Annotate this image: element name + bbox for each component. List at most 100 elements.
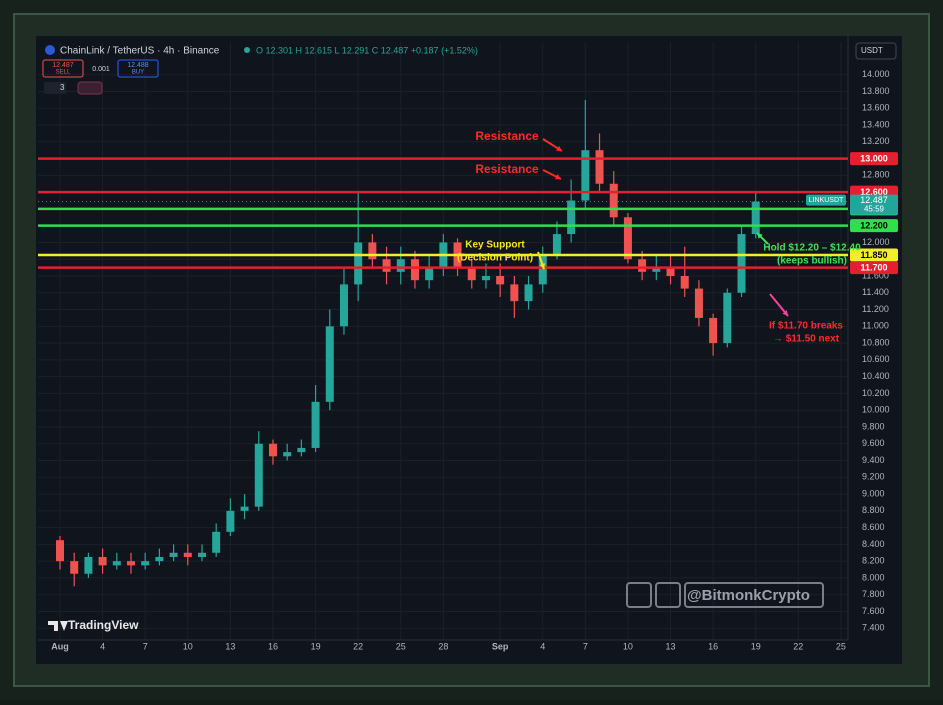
annotation: (Decision Point) xyxy=(457,253,533,264)
y-tick-label: 12.800 xyxy=(862,170,890,180)
last-price-label: 12.487 xyxy=(860,195,888,205)
candle-body xyxy=(666,267,675,276)
level-label: 11.700 xyxy=(860,262,887,272)
y-tick-label: 11.400 xyxy=(862,287,889,297)
candle-body xyxy=(240,506,249,511)
candle-body xyxy=(524,284,533,302)
x-tick-label: 16 xyxy=(268,641,278,651)
arrow-head xyxy=(555,174,561,180)
arrow-head xyxy=(556,145,562,151)
watermark-icon xyxy=(655,582,681,608)
y-tick-label: 8.600 xyxy=(862,522,885,532)
x-tick-label: 10 xyxy=(623,641,633,651)
brand: TradingView xyxy=(68,618,139,632)
y-tick-label: 8.800 xyxy=(862,505,885,515)
candle-body xyxy=(126,561,135,566)
candle-body xyxy=(538,255,547,285)
x-tick-label: 7 xyxy=(583,641,588,651)
annotation: Resistance xyxy=(475,129,539,143)
brand-logo xyxy=(48,621,68,631)
x-tick-label: 4 xyxy=(540,641,545,651)
candle-body xyxy=(552,234,561,256)
y-tick-label: 10.600 xyxy=(862,354,890,364)
candle-body xyxy=(56,540,65,562)
candle-body xyxy=(169,552,178,557)
y-tick-label: 10.200 xyxy=(862,388,890,398)
candle-body xyxy=(496,276,505,285)
candle-body xyxy=(751,201,760,235)
spread: 0.001 xyxy=(92,66,110,73)
annotation: (keeps bullish) xyxy=(777,256,847,267)
candle-body xyxy=(382,259,391,272)
candle-body xyxy=(510,284,519,302)
sell-label: SELL xyxy=(56,70,71,76)
candle-body xyxy=(680,276,689,289)
y-tick-label: 7.600 xyxy=(862,606,885,616)
level-box xyxy=(850,219,898,233)
candle-body xyxy=(226,510,235,532)
level-label: 12.600 xyxy=(860,187,888,197)
candle-body xyxy=(481,276,490,281)
y-tick-label: 10.800 xyxy=(862,337,890,347)
y-tick-label: 11.000 xyxy=(862,321,889,331)
y-tick-label: 11.600 xyxy=(862,270,889,280)
y-tick-label: 13.800 xyxy=(862,86,890,96)
arrow-head xyxy=(757,233,763,239)
x-tick-label: 7 xyxy=(143,641,148,651)
y-tick-label: 12.000 xyxy=(862,237,890,247)
candle-body xyxy=(723,292,732,344)
buy-label: BUY xyxy=(132,70,144,76)
annotation: → $11.50 next xyxy=(773,334,840,345)
x-tick-label: 19 xyxy=(311,641,321,651)
arrow-head xyxy=(782,310,788,316)
candle-body xyxy=(396,259,405,272)
watermark: @BitmonkCrypto xyxy=(687,587,810,604)
candle-body xyxy=(283,452,292,457)
y-tick-label: 9.600 xyxy=(862,438,885,448)
currency-select[interactable] xyxy=(855,42,897,60)
arrow-head xyxy=(539,263,545,269)
sell-price: 12.487 xyxy=(52,62,74,69)
y-tick-label: 10.400 xyxy=(862,371,890,381)
level-box xyxy=(850,261,898,275)
chart-background xyxy=(36,36,902,664)
y-tick-label: 7.400 xyxy=(862,623,885,633)
watermark-box xyxy=(684,582,824,608)
x-tick-label: Aug xyxy=(51,641,69,651)
level-label: 11.850 xyxy=(860,250,887,260)
candle-body xyxy=(410,259,419,281)
symbol-box xyxy=(806,194,846,206)
candle-body xyxy=(325,326,334,402)
candle-body xyxy=(212,531,221,553)
candle-body xyxy=(84,556,93,574)
candle-body xyxy=(311,401,320,448)
currency: USDT xyxy=(861,46,883,55)
watermark-icon xyxy=(626,582,652,608)
candle-body xyxy=(581,150,590,201)
symbol-label: LINKUSDT xyxy=(809,197,844,204)
candle-body xyxy=(694,288,703,318)
x-tick-label: 22 xyxy=(353,641,363,651)
candle-body xyxy=(197,552,206,557)
y-tick-label: 13.600 xyxy=(862,103,890,113)
candle-body xyxy=(425,267,434,281)
indicators-toggle[interactable] xyxy=(44,82,66,94)
sell-button[interactable] xyxy=(42,59,84,78)
candle-body xyxy=(368,242,377,260)
y-tick-label: 8.400 xyxy=(862,539,885,549)
annotation: Key Support xyxy=(465,240,525,251)
candle-body xyxy=(112,561,121,566)
status-dot xyxy=(244,47,250,53)
candle-body xyxy=(254,443,263,507)
buy-button[interactable] xyxy=(117,59,159,78)
x-tick-label: 16 xyxy=(708,641,718,651)
indicator-badge[interactable] xyxy=(77,81,103,95)
x-tick-label: Sep xyxy=(492,641,509,651)
candle-body xyxy=(339,284,348,327)
candle-body xyxy=(737,234,746,293)
candle-body xyxy=(595,150,604,184)
level-label: 13.000 xyxy=(860,153,888,163)
ohlc: O 12.301 H 12.615 L 12.291 C 12.487 +0.1… xyxy=(256,45,478,55)
x-tick-label: 25 xyxy=(396,641,406,651)
level-box xyxy=(850,248,898,262)
